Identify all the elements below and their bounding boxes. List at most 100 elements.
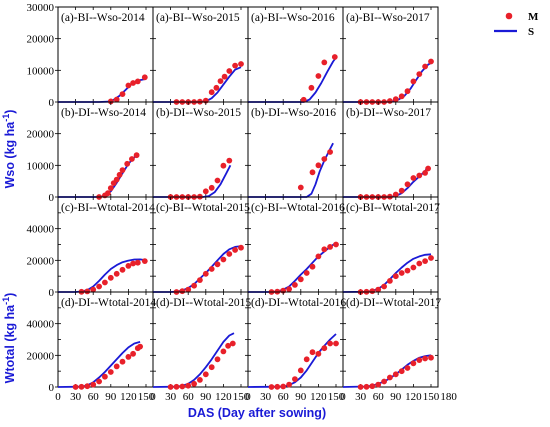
measured-point <box>381 283 387 290</box>
panel-2: (a)-BI--Wso-2015 <box>152 6 249 105</box>
x-tick-label: 120 <box>405 391 422 403</box>
y-axis-label-wtotal: Wtotal (kg ha-1) <box>1 293 17 384</box>
measured-point <box>327 244 333 250</box>
measured-point <box>422 63 428 70</box>
measured-point <box>225 342 232 349</box>
panel-title: (b)-DI--Wso-2014 <box>61 107 146 119</box>
measured-point <box>208 266 215 272</box>
measured-point <box>125 354 132 360</box>
x-tick-label: 60 <box>88 391 100 403</box>
measured-point <box>113 176 120 183</box>
simulated-series-line <box>343 62 432 103</box>
x-tick-label: 150 <box>423 391 440 403</box>
measured-point <box>321 59 328 66</box>
y-tick-label: 20000 <box>27 129 55 141</box>
measured-point <box>404 267 411 274</box>
simulated-series-line <box>58 153 140 198</box>
measured-point <box>327 340 333 347</box>
panel-8: (b)-DI--Wso-2017 <box>342 101 439 200</box>
measured-point <box>137 343 144 350</box>
measured-point <box>422 258 428 264</box>
x-tick-label: 30 <box>260 391 272 403</box>
measured-point <box>392 191 399 198</box>
measured-point <box>315 162 322 169</box>
measured-point <box>363 383 370 390</box>
x-tick-label: 120 <box>215 391 232 403</box>
measured-point <box>191 282 198 289</box>
measured-point <box>226 251 233 257</box>
measured-point <box>309 263 316 270</box>
measured-point <box>96 283 102 290</box>
measured-point <box>134 78 141 85</box>
measured-point <box>107 274 114 281</box>
measured-point <box>125 82 132 89</box>
measured-point <box>309 169 316 176</box>
y-tick-label: 20000 <box>27 350 55 362</box>
measured-point <box>357 384 364 390</box>
measured-point <box>297 367 304 374</box>
measured-point <box>191 380 198 387</box>
y-tick-label: 30000 <box>27 2 55 14</box>
panel-title: (a)-BI--Wso-2016 <box>251 12 335 24</box>
measured-point <box>102 279 108 286</box>
panel-7: (b)-DI--Wso-2016 <box>247 101 344 198</box>
panel-title: (d)-DI--Wtotal-2015 <box>156 297 251 309</box>
x-tick-label: 180 <box>440 391 457 403</box>
measured-point <box>129 156 135 162</box>
measured-point <box>116 171 123 178</box>
measured-point <box>119 91 126 97</box>
measured-point <box>300 96 307 103</box>
measured-point <box>119 167 126 174</box>
measured-point <box>226 157 233 164</box>
x-tick-label: 60 <box>278 391 290 403</box>
measured-point <box>387 98 393 104</box>
y-tick-label: 0 <box>49 287 55 299</box>
measured-point <box>369 383 376 390</box>
measured-point <box>297 276 304 283</box>
measured-point <box>130 80 137 86</box>
measured-point <box>404 181 411 188</box>
measured-point <box>105 190 111 197</box>
measured-point <box>321 156 328 162</box>
measured-point <box>286 286 292 292</box>
measured-point <box>416 71 423 77</box>
x-tick-label: 90 <box>295 391 307 403</box>
x-tick-label: 150 <box>138 391 155 403</box>
panel-title: (d)-DI--Wtotal-2016 <box>251 297 346 309</box>
measured-point <box>208 364 215 371</box>
y-tick-label: 10000 <box>27 65 55 77</box>
y-tick-label: 10000 <box>27 160 55 172</box>
x-tick-label: 0 <box>340 391 346 403</box>
x-tick-label: 30 <box>165 391 177 403</box>
legend-marker-measured <box>505 12 513 20</box>
measured-point <box>202 188 209 195</box>
measured-point <box>315 73 322 79</box>
measured-point <box>425 165 431 172</box>
x-tick-label: 120 <box>310 391 327 403</box>
measured-point <box>226 68 233 74</box>
panel-title: (c)-BI--Wtotal-2015 <box>156 202 250 214</box>
x-tick-label: 90 <box>200 391 212 403</box>
measured-point <box>141 74 148 81</box>
measured-point <box>416 357 423 363</box>
measured-point <box>410 360 417 367</box>
x-tick-label: 90 <box>390 391 402 403</box>
panel-title: (c)-BI--Wtotal-2017 <box>346 202 440 214</box>
x-tick-label: 0 <box>150 391 156 403</box>
measured-point <box>410 264 417 271</box>
measured-point <box>398 93 405 100</box>
measured-point <box>392 371 399 378</box>
measured-point <box>422 355 428 362</box>
row-tick-labels: 0 10000 20000 30000 0 10000 20000 0 20000 40000 0 2… <box>27 2 58 394</box>
measured-point <box>268 384 275 390</box>
measured-point <box>321 345 328 352</box>
panel-title: (a)-BI--Wso-2017 <box>346 12 430 24</box>
measured-point <box>387 278 393 284</box>
measured-point <box>292 376 298 382</box>
panel-6: (b)-DI--Wso-2015 <box>152 101 249 200</box>
y-tick-label: 0 <box>49 192 55 204</box>
panel-title: (a)-BI--Wso-2015 <box>156 12 240 24</box>
measured-point <box>308 84 315 91</box>
